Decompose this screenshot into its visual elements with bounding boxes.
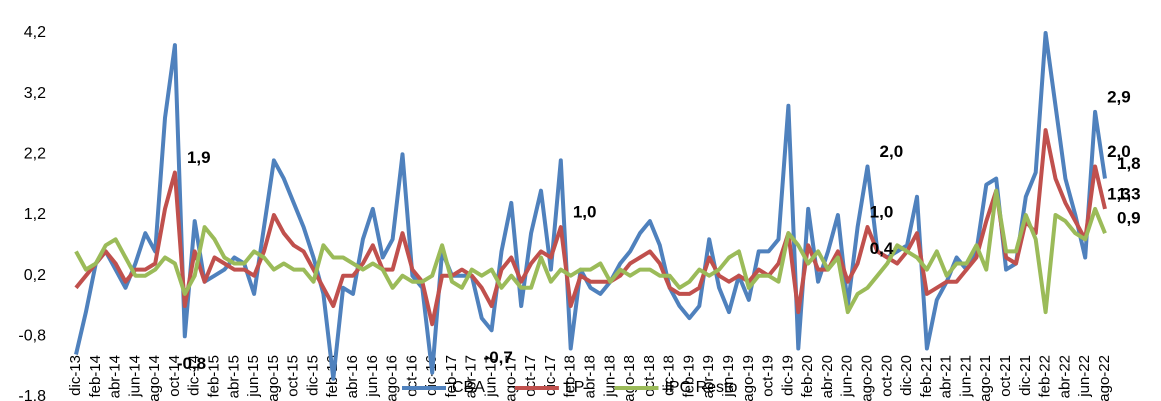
x-tick-label: ago-18: [621, 355, 638, 401]
y-tick-label: 3,2: [24, 85, 46, 102]
x-tick-label: oct-16: [403, 355, 420, 397]
x-tick-label: feb-20: [799, 355, 816, 398]
legend-label: IPC Resto: [664, 379, 737, 396]
y-tick-label: 0,2: [24, 267, 46, 284]
x-tick-label: dic-16: [423, 355, 440, 396]
x-tick-label: feb-14: [87, 355, 104, 398]
y-tick-label: 1,2: [24, 206, 46, 223]
data-label: 1,3: [1107, 184, 1131, 203]
x-tick-label: dic-19: [779, 355, 796, 396]
y-tick-label: -1,8: [18, 388, 46, 401]
x-tick-label: feb-19: [680, 355, 697, 398]
data-label: 1,0: [870, 203, 894, 222]
x-tick-label: dic-15: [304, 355, 321, 396]
x-tick-label: ago-22: [1096, 355, 1113, 401]
x-tick-label: oct-18: [641, 355, 658, 397]
x-tick-label: feb-15: [205, 355, 222, 398]
x-tick-label: jun-14: [126, 355, 143, 398]
x-tick-label: abr-17: [463, 355, 480, 398]
x-tick-label: dic-20: [898, 355, 915, 396]
x-tick-label: abr-16: [344, 355, 361, 398]
x-tick-label: jun-19: [720, 355, 737, 398]
x-tick-label: ago-15: [265, 355, 282, 401]
x-tick-label: jun-22: [1076, 355, 1093, 398]
x-tick-label: abr-21: [938, 355, 955, 398]
x-tick-label: oct-20: [878, 355, 895, 397]
x-tick-label: abr-18: [581, 355, 598, 398]
data-label: 2,9: [1107, 87, 1131, 106]
legend-label: LP: [565, 379, 585, 396]
x-tick-label: ago-19: [740, 355, 757, 401]
x-tick-label: jun-16: [364, 355, 381, 398]
data-label: 1,0: [573, 203, 597, 222]
x-tick-label: abr-15: [225, 355, 242, 398]
data-label: 2,0: [880, 142, 904, 161]
x-tick-label: feb-18: [562, 355, 579, 398]
x-tick-label: dic-17: [542, 355, 559, 396]
x-tick-label: jun-15: [245, 355, 262, 398]
x-tick-label: ago-21: [977, 355, 994, 401]
x-tick-label: feb-21: [918, 355, 935, 398]
x-tick-label: oct-19: [760, 355, 777, 397]
x-tick-label: jun-17: [483, 355, 500, 398]
series-line: [74, 188, 1107, 315]
data-label: 0,9: [1117, 209, 1141, 228]
data-label: 2,0: [1107, 142, 1131, 161]
x-tick-label: abr-22: [1056, 355, 1073, 398]
x-tick-label: oct-15: [285, 355, 302, 397]
x-tick-label: dic-13: [67, 355, 84, 396]
x-tick-label: ago-14: [146, 355, 163, 401]
data-label: 1,9: [187, 148, 211, 167]
data-label: -0,7: [484, 348, 513, 367]
legend-label: CBA: [452, 379, 485, 396]
x-tick-label: dic-21: [1017, 355, 1034, 396]
x-tick-label: jun-20: [839, 355, 856, 398]
data-label: 1,8: [1117, 154, 1141, 173]
x-tick-label: dic-14: [186, 355, 203, 396]
y-tick-label: -0,8: [18, 328, 46, 345]
series-line: [74, 128, 1107, 327]
y-tick-label: 2,2: [24, 146, 46, 163]
x-tick-label: jun-18: [601, 355, 618, 398]
data-label: 1,3: [1117, 184, 1141, 203]
x-tick-label: feb-22: [1037, 355, 1054, 398]
x-tick-label: ago-20: [859, 355, 876, 401]
x-tick-label: abr-19: [700, 355, 717, 398]
x-tick-label: oct-17: [522, 355, 539, 397]
x-tick-label: oct-14: [166, 355, 183, 397]
y-tick-label: 4,2: [24, 24, 46, 41]
data-label: 0,4: [870, 239, 894, 258]
x-tick-label: ago-16: [384, 355, 401, 401]
x-tick-label: dic-18: [661, 355, 678, 396]
data-label: -0,8: [177, 354, 206, 373]
x-tick-label: feb-17: [443, 355, 460, 398]
x-tick-label: jun-21: [957, 355, 974, 398]
x-tick-label: abr-14: [107, 355, 124, 398]
x-tick-label: oct-21: [997, 355, 1014, 397]
x-tick-label: abr-20: [819, 355, 836, 398]
